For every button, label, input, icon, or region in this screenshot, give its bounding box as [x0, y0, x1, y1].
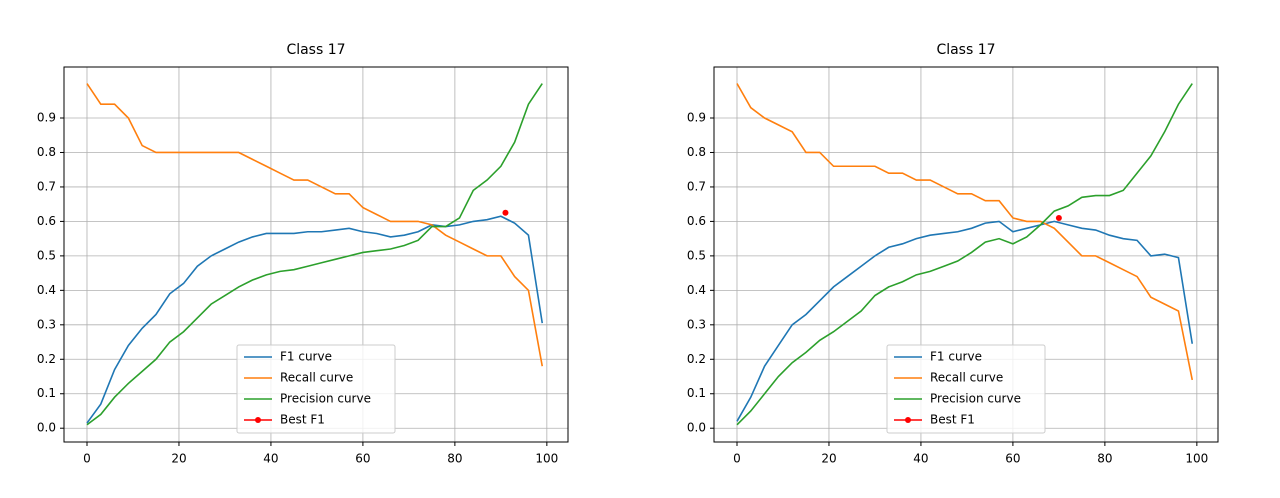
legend-marker: [255, 417, 261, 423]
series-line: [86, 83, 544, 367]
legend-label: Precision curve: [280, 392, 371, 406]
legend-label: Best F1: [930, 413, 975, 427]
x-tick-label: 20: [821, 452, 836, 466]
series-line: [86, 215, 544, 424]
y-tick-label: 0.8: [687, 145, 706, 159]
y-tick-label: 0.9: [37, 111, 56, 125]
series-line: [86, 83, 543, 426]
plot: 0 20 40 60 80 100 0.0 0.1 0.2 0.3 0.4 0.5 0.6 0.7 0.8 0…: [37, 42, 569, 466]
point: [1055, 214, 1062, 221]
y-tick-label: 0.4: [37, 283, 56, 297]
plot: 0 20 40 60 80 100 0.0 0.1 0.2 0.3 0.4 0.5 0.6 0.7 0.8 0…: [687, 42, 1219, 466]
y-tick-label: 0.2: [37, 352, 56, 366]
series-line: [736, 83, 1193, 426]
y-tick-label: 0.7: [37, 179, 56, 193]
legend-label: F1 curve: [930, 350, 982, 364]
x-tick-label: 40: [263, 452, 278, 466]
x-tick-label: 80: [1097, 452, 1112, 466]
y-tick-label: 0.1: [687, 386, 706, 400]
plot-frame: [63, 66, 569, 443]
x-tick-label: 100: [535, 452, 558, 466]
legend-box: [886, 344, 1046, 434]
x-tick-label: 20: [171, 452, 186, 466]
legend-label: Precision curve: [930, 392, 1021, 406]
y-tick-label: 0.6: [37, 214, 56, 228]
y-tick-label: 0.3: [37, 317, 56, 331]
y-tick-label: 0.2: [687, 352, 706, 366]
x-tick-label: 100: [1185, 452, 1208, 466]
y-tick-label: 0.5: [687, 248, 706, 262]
y-tick-label: 0.8: [37, 145, 56, 159]
legend: F1 curve Recall curve Precision curve Best …: [236, 344, 396, 434]
x-tick-label: 60: [355, 452, 370, 466]
x-tick-label: 60: [1005, 452, 1020, 466]
series-line: [736, 83, 1194, 381]
y-tick-label: 0.7: [687, 179, 706, 193]
legend: F1 curve Recall curve Precision curve Best …: [886, 344, 1046, 434]
y-tick-label: 0.6: [687, 214, 706, 228]
legend-box: [236, 344, 396, 434]
y-tick-label: 0.9: [687, 111, 706, 125]
series-line: [736, 220, 1194, 422]
legend-marker: [905, 417, 911, 423]
legend-label: Best F1: [280, 413, 325, 427]
x-tick-label: 80: [447, 452, 462, 466]
y-tick-label: 0.5: [37, 248, 56, 262]
y-tick-label: 0.0: [687, 421, 706, 435]
legend-label: Recall curve: [280, 371, 353, 385]
y-tick-label: 0.3: [687, 317, 706, 331]
y-tick-label: 0.0: [37, 421, 56, 435]
legend-label: F1 curve: [280, 350, 332, 364]
plot-frame: [713, 66, 1219, 443]
x-tick-label: 0: [733, 452, 741, 466]
point: [502, 209, 509, 216]
chart-title: Class 17: [286, 42, 345, 58]
x-tick-label: 0: [83, 452, 91, 466]
legend-label: Recall curve: [930, 371, 1003, 385]
y-tick-label: 0.4: [687, 283, 706, 297]
x-tick-label: 40: [913, 452, 928, 466]
y-tick-label: 0.1: [37, 386, 56, 400]
chart-title: Class 17: [936, 42, 995, 58]
